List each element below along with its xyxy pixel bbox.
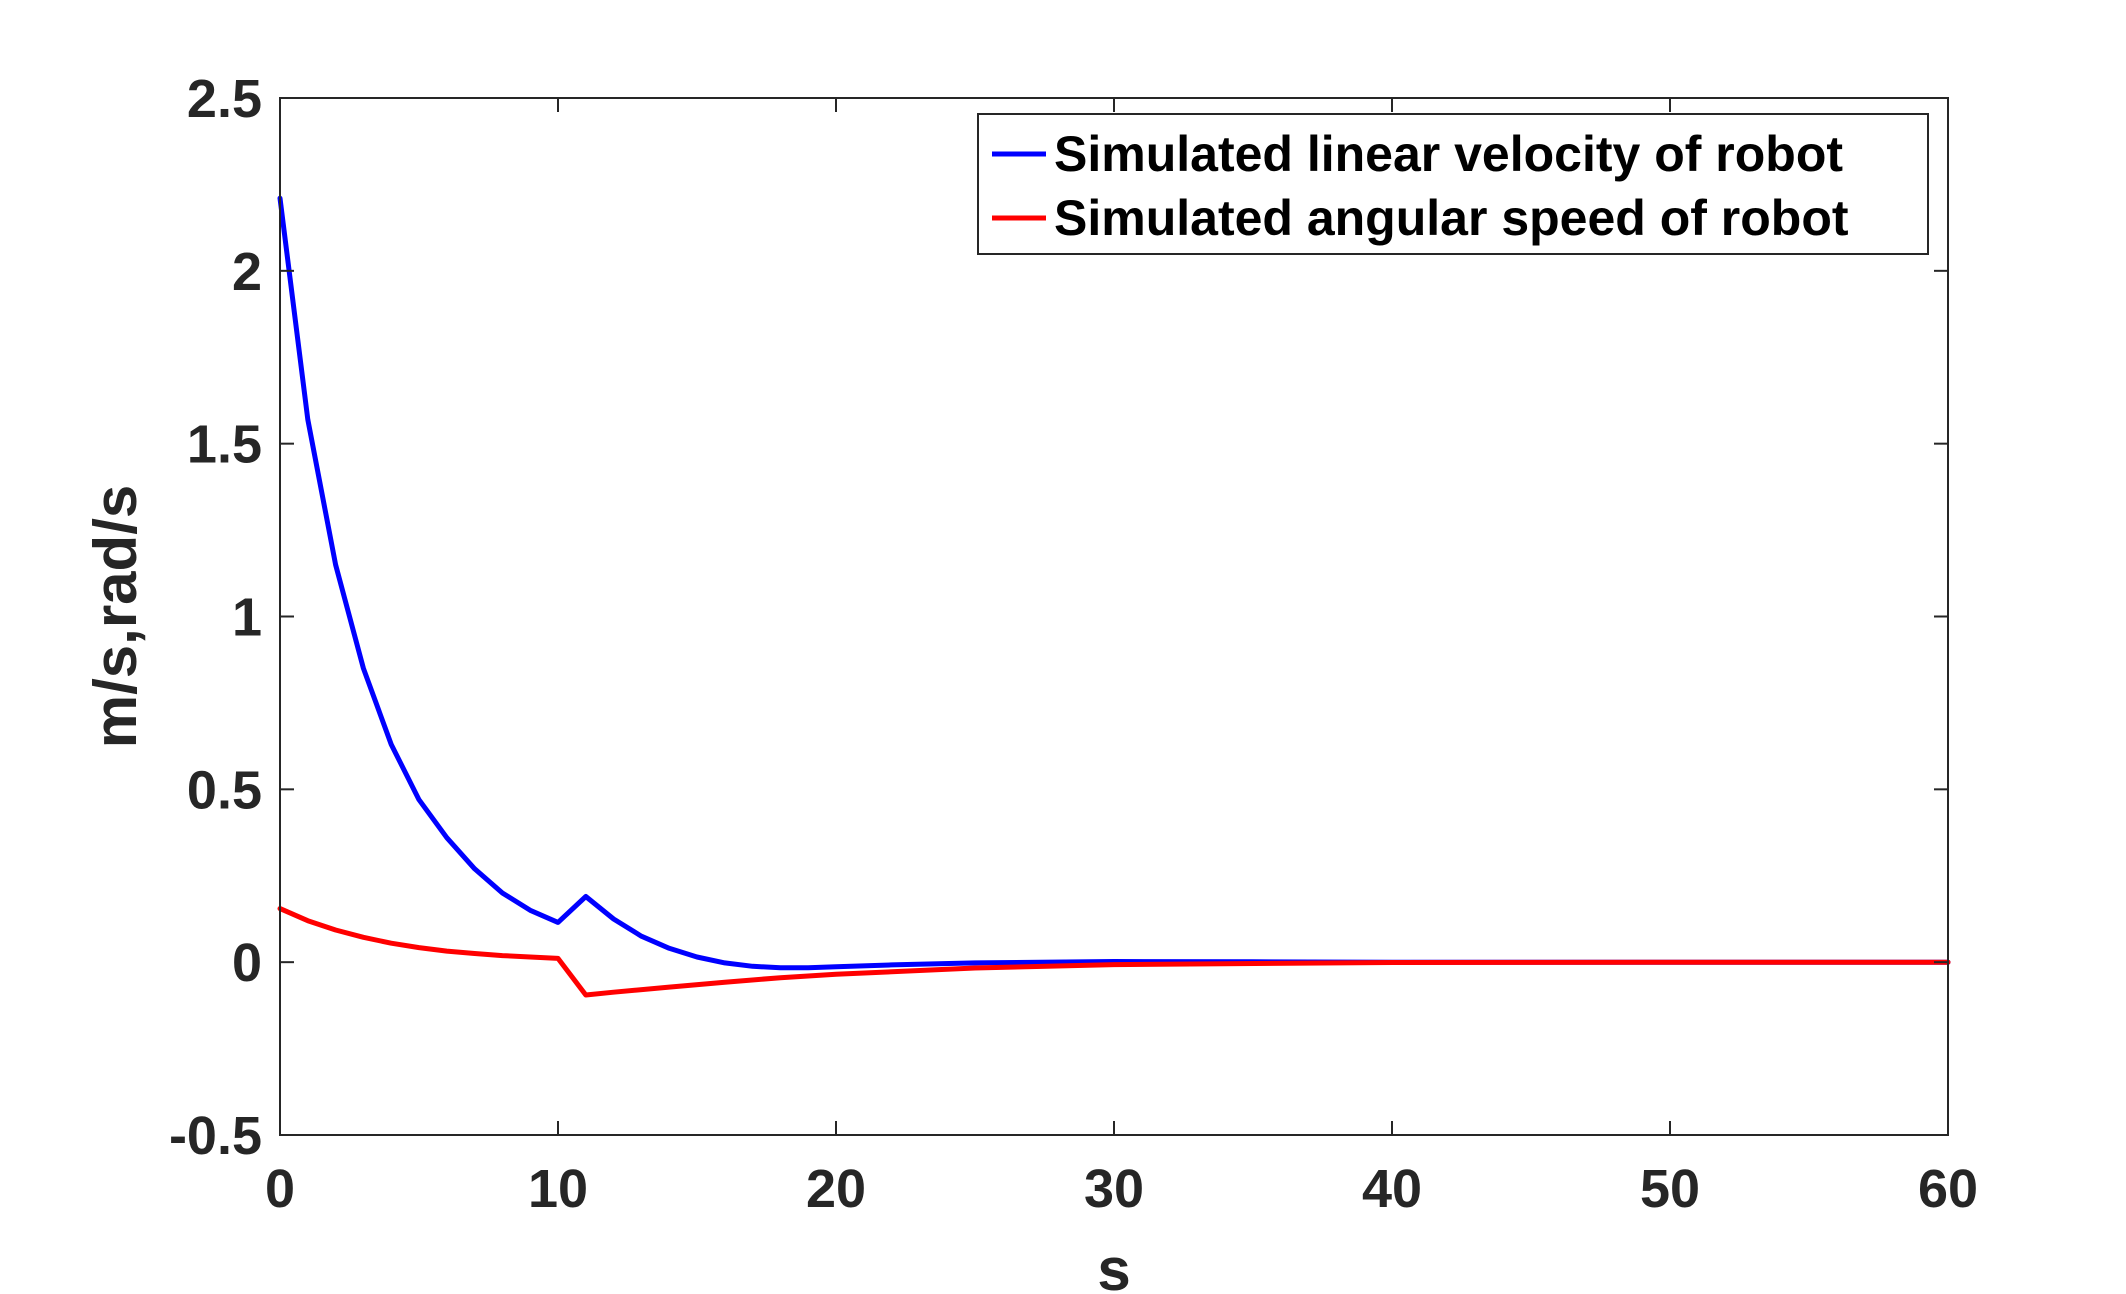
y-tick-label: 1 <box>232 588 262 648</box>
x-tick-label: 60 <box>1918 1159 1978 1219</box>
x-tick-label: 40 <box>1362 1159 1422 1219</box>
y-tick-label: 0.5 <box>187 760 262 820</box>
x-tick-label: 20 <box>806 1159 866 1219</box>
x-axis-label: s <box>1097 1236 1130 1294</box>
x-tick-label: 0 <box>265 1159 295 1219</box>
x-tick-label: 30 <box>1084 1159 1144 1219</box>
y-tick-label: 2.5 <box>187 69 262 129</box>
x-tick-label: 50 <box>1640 1159 1700 1219</box>
series-layer <box>277 195 1951 998</box>
legend-entry-1: Simulated angular speed of robot <box>1054 190 1849 246</box>
legend-entry-0: Simulated linear velocity of robot <box>1054 126 1843 182</box>
ticks-layer: 0 10 20 30 40 50 60-0.500.511.522.5 <box>169 69 1978 1219</box>
y-tick-label: 0 <box>232 933 262 993</box>
legend-box <box>977 113 1929 255</box>
y-tick-label: 1.5 <box>187 415 262 475</box>
y-axis-label: m/s,rad/s <box>82 485 149 748</box>
y-tick-label: 2 <box>232 242 262 302</box>
y-tick-label: -0.5 <box>169 1106 262 1166</box>
legend: Simulated linear velocity of robot Simula… <box>977 113 1929 255</box>
x-tick-label: 10 <box>528 1159 588 1219</box>
series-line-1 <box>277 906 1951 998</box>
series-line-0 <box>277 195 1951 971</box>
